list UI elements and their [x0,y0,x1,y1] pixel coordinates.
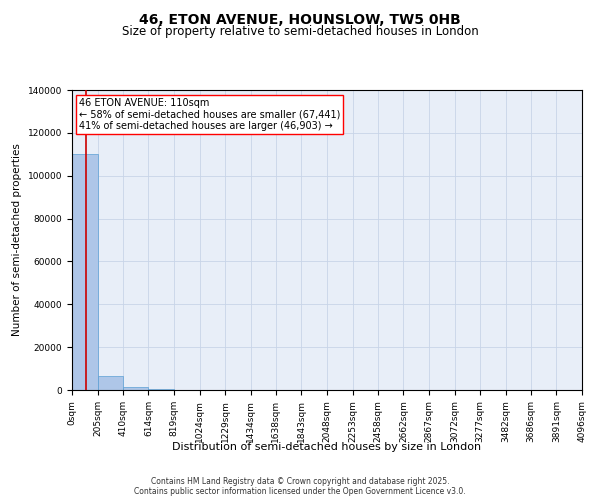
Y-axis label: Number of semi-detached properties: Number of semi-detached properties [12,144,22,336]
Bar [72,154,98,390]
Text: Size of property relative to semi-detached houses in London: Size of property relative to semi-detach… [122,25,478,38]
Text: Contains HM Land Registry data © Crown copyright and database right 2025.
Contai: Contains HM Land Registry data © Crown c… [134,476,466,496]
Text: 46 ETON AVENUE: 110sqm
← 58% of semi-detached houses are smaller (67,441)
41% of: 46 ETON AVENUE: 110sqm ← 58% of semi-det… [79,98,340,130]
Bar [148,389,174,390]
Text: 46, ETON AVENUE, HOUNSLOW, TW5 0HB: 46, ETON AVENUE, HOUNSLOW, TW5 0HB [139,12,461,26]
Bar [123,388,148,390]
Bar [98,376,123,390]
Text: Distribution of semi-detached houses by size in London: Distribution of semi-detached houses by … [172,442,482,452]
